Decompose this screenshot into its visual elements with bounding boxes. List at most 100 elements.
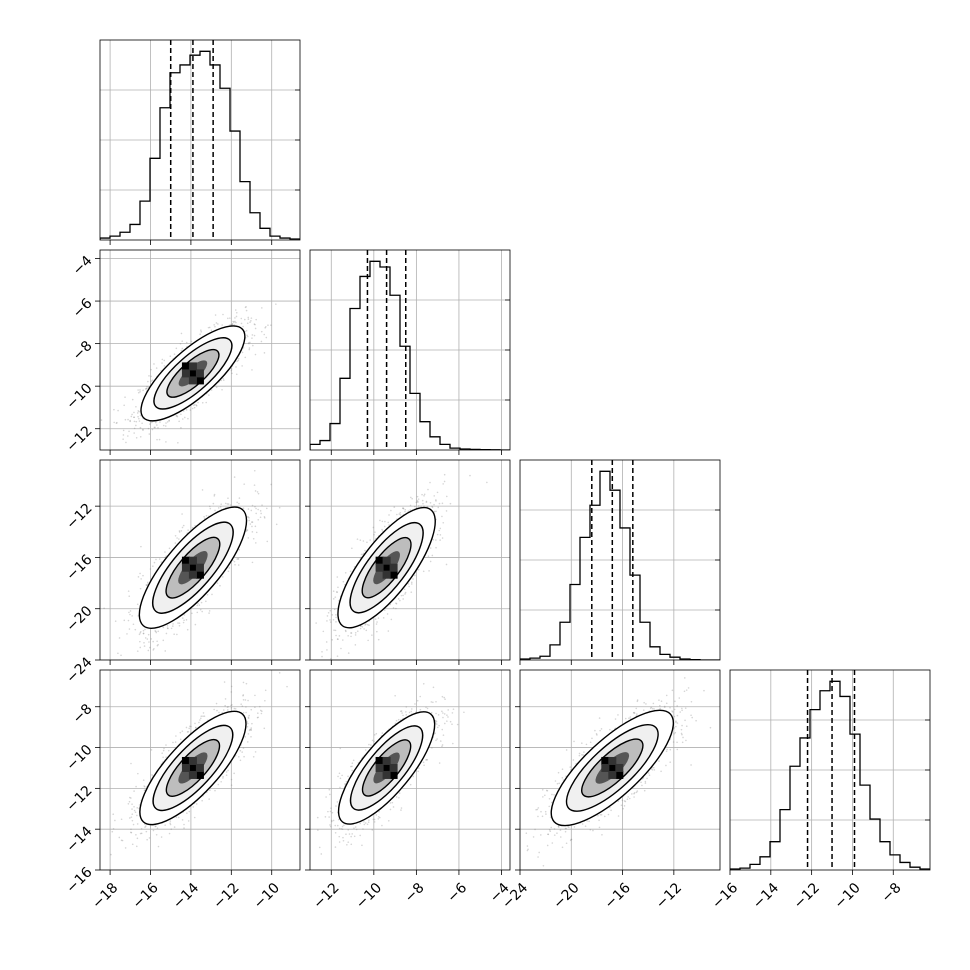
scatter-point [143, 645, 146, 647]
histogram-step [310, 260, 510, 450]
y-tick-label: −12 [63, 423, 95, 455]
scatter-point [157, 426, 159, 429]
scatter-point [437, 506, 440, 509]
scatter-point [220, 503, 222, 505]
density-cell [188, 369, 197, 378]
scatter-point [145, 584, 148, 587]
scatter-point [150, 638, 153, 640]
scatter-point [166, 421, 169, 423]
scatter-point [139, 435, 142, 438]
scatter-point [400, 594, 403, 597]
scatter-point [222, 379, 225, 381]
scatter-point [142, 389, 144, 392]
scatter-point [137, 415, 139, 418]
scatter-point [228, 567, 231, 569]
scatter-point [246, 322, 249, 325]
scatter-point [142, 429, 144, 431]
scatter-point [153, 647, 155, 650]
scatter-point [329, 609, 332, 612]
scatter-point [168, 547, 171, 550]
scatter-point [251, 504, 254, 507]
scatter-point [359, 539, 362, 541]
scatter-point [137, 410, 140, 412]
scatter-point [246, 334, 248, 337]
scatter-point [416, 495, 419, 498]
scatter-point [133, 416, 136, 419]
scatter-point [195, 404, 198, 406]
scatter-point [135, 420, 138, 423]
scatter-point [174, 542, 177, 544]
scatter-point [126, 633, 128, 635]
scatter-point [445, 495, 448, 498]
scatter-point [187, 417, 189, 420]
scatter-point [178, 624, 181, 627]
scatter-point [191, 407, 194, 410]
scatter-point [123, 619, 126, 622]
scatter-point [439, 534, 442, 536]
scatter-point [270, 324, 272, 326]
scatter-point [278, 506, 281, 509]
density-cell [375, 556, 384, 565]
scatter-point [245, 530, 248, 532]
scatter-point [441, 515, 443, 518]
scatter-point [374, 531, 376, 533]
scatter-point [255, 531, 258, 534]
scatter-point [252, 537, 255, 540]
panel-content [310, 250, 510, 450]
scatter-point [237, 359, 240, 362]
scatter-point [248, 342, 250, 345]
scatter-point [155, 631, 158, 634]
scatter-point [335, 634, 337, 637]
scatter-point [139, 426, 142, 429]
scatter-point [349, 570, 352, 573]
scatter-point [157, 630, 160, 633]
density-cell [195, 376, 204, 385]
scatter-point [168, 419, 170, 422]
scatter-point [361, 626, 364, 628]
scatter-point [127, 418, 129, 421]
scatter-point [246, 529, 249, 532]
scatter-point [350, 632, 353, 634]
scatter-point [234, 317, 236, 319]
scatter-point [127, 590, 130, 592]
density-cell [195, 369, 204, 378]
scatter-point [263, 517, 266, 519]
scatter-point [425, 500, 428, 503]
scatter-point [417, 568, 420, 571]
scatter-point [443, 473, 446, 476]
scatter-point [153, 561, 156, 564]
scatter-point [356, 538, 359, 540]
scatter-point [356, 630, 359, 632]
scatter-point [185, 341, 188, 344]
scatter-point [235, 321, 237, 324]
scatter-point [237, 558, 239, 560]
scatter-point [249, 321, 251, 323]
scatter-point [331, 614, 334, 616]
density-cell [195, 570, 204, 579]
scatter-point [157, 643, 159, 646]
scatter-point [219, 506, 222, 508]
scatter-point [395, 603, 398, 605]
scatter-point [260, 512, 262, 515]
scatter-point [233, 321, 235, 323]
scatter-point [212, 502, 215, 505]
panel-frame [519, 459, 721, 661]
scatter-point [120, 654, 122, 657]
scatter-point [158, 558, 161, 560]
scatter-point [222, 377, 224, 380]
scatter-point [175, 347, 178, 350]
scatter-point [137, 576, 140, 578]
scatter-point [164, 650, 167, 652]
scatter-point [132, 623, 135, 626]
scatter-point [251, 369, 253, 371]
scatter-point [180, 349, 183, 352]
scatter-point [247, 516, 250, 518]
scatter-point [244, 318, 246, 321]
scatter-point [128, 628, 131, 630]
scatter-point [432, 538, 435, 541]
scatter-point [128, 595, 131, 597]
scatter-point [247, 537, 250, 539]
scatter-point [248, 347, 251, 349]
scatter-point [150, 368, 152, 371]
scatter-point [410, 583, 413, 585]
